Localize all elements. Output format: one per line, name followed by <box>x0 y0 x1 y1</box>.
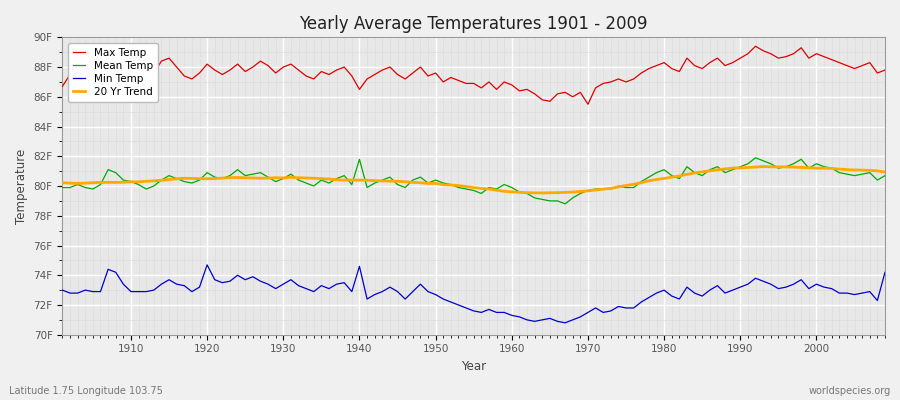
Max Temp <box>331 68 342 72</box>
Min Temp <box>338 280 349 285</box>
Max Temp <box>582 102 593 107</box>
20 Yr Trend <box>285 175 296 180</box>
Min Temp <box>202 262 212 267</box>
Max Temp <box>57 84 68 89</box>
20 Yr Trend <box>507 190 517 194</box>
Mean Temp <box>499 182 509 187</box>
Mean Temp <box>57 185 68 190</box>
Min Temp <box>514 314 525 319</box>
20 Yr Trend <box>499 189 509 194</box>
Mean Temp <box>560 202 571 206</box>
Min Temp <box>57 288 68 292</box>
Min Temp <box>118 282 129 286</box>
Max Temp <box>606 80 616 84</box>
20 Yr Trend <box>537 190 548 195</box>
20 Yr Trend <box>879 170 890 174</box>
Line: Mean Temp: Mean Temp <box>62 158 885 204</box>
20 Yr Trend <box>118 180 129 185</box>
Max Temp <box>285 62 296 66</box>
Text: Latitude 1.75 Longitude 103.75: Latitude 1.75 Longitude 103.75 <box>9 386 163 396</box>
Line: Max Temp: Max Temp <box>62 46 885 104</box>
Max Temp <box>750 44 760 49</box>
Min Temp <box>560 320 571 325</box>
Mean Temp <box>331 176 342 181</box>
Mean Temp <box>285 172 296 176</box>
Line: Min Temp: Min Temp <box>62 265 885 323</box>
Mean Temp <box>750 155 760 160</box>
20 Yr Trend <box>606 186 616 191</box>
Min Temp <box>879 270 890 275</box>
Mean Temp <box>879 173 890 178</box>
Min Temp <box>613 304 624 309</box>
Line: 20 Yr Trend: 20 Yr Trend <box>62 166 885 193</box>
Max Temp <box>879 68 890 72</box>
Mean Temp <box>118 178 129 182</box>
Mean Temp <box>507 185 517 190</box>
20 Yr Trend <box>57 180 68 185</box>
X-axis label: Year: Year <box>461 360 486 373</box>
20 Yr Trend <box>758 164 769 169</box>
Legend: Max Temp, Mean Temp, Min Temp, 20 Yr Trend: Max Temp, Mean Temp, Min Temp, 20 Yr Tre… <box>68 42 158 102</box>
Y-axis label: Temperature: Temperature <box>15 148 28 224</box>
Text: worldspecies.org: worldspecies.org <box>809 386 891 396</box>
Min Temp <box>507 313 517 318</box>
Mean Temp <box>606 187 616 192</box>
Max Temp <box>507 82 517 87</box>
Max Temp <box>499 80 509 84</box>
Title: Yearly Average Temperatures 1901 - 2009: Yearly Average Temperatures 1901 - 2009 <box>300 15 648 33</box>
20 Yr Trend <box>331 177 342 182</box>
Max Temp <box>118 72 129 77</box>
Min Temp <box>293 283 304 288</box>
